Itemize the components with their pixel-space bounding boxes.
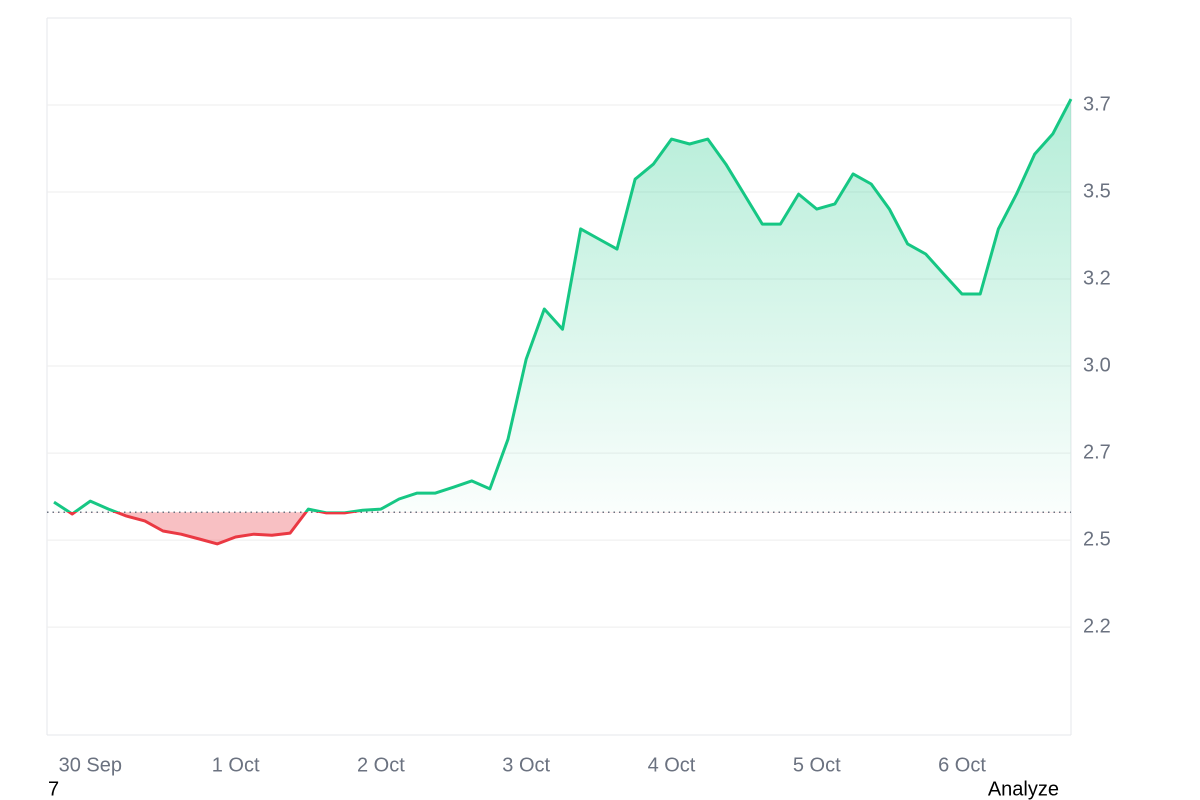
y-tick-label: 2.2 — [1083, 615, 1111, 637]
y-tick-label: 3.5 — [1083, 180, 1111, 202]
x-tick-label: 4 Oct — [648, 754, 696, 776]
y-tick-label: 3.7 — [1083, 93, 1111, 115]
y-tick-label: 3.0 — [1083, 354, 1111, 376]
y-tick-label: 2.5 — [1083, 528, 1111, 550]
x-tick-label: 5 Oct — [793, 754, 841, 776]
y-tick-label: 2.7 — [1083, 441, 1111, 463]
x-tick-label: 3 Oct — [502, 754, 550, 776]
x-tick-label: 1 Oct — [212, 754, 260, 776]
x-tick-label: 2 Oct — [357, 754, 405, 776]
x-tick-label: 30 Sep — [59, 754, 122, 776]
analyze-button[interactable]: Analyze — [988, 778, 1059, 800]
range-button[interactable]: 7 — [48, 778, 59, 800]
price-line — [53, 98, 1073, 546]
y-tick-label: 3.2 — [1083, 267, 1111, 289]
x-tick-label: 6 Oct — [938, 754, 986, 776]
